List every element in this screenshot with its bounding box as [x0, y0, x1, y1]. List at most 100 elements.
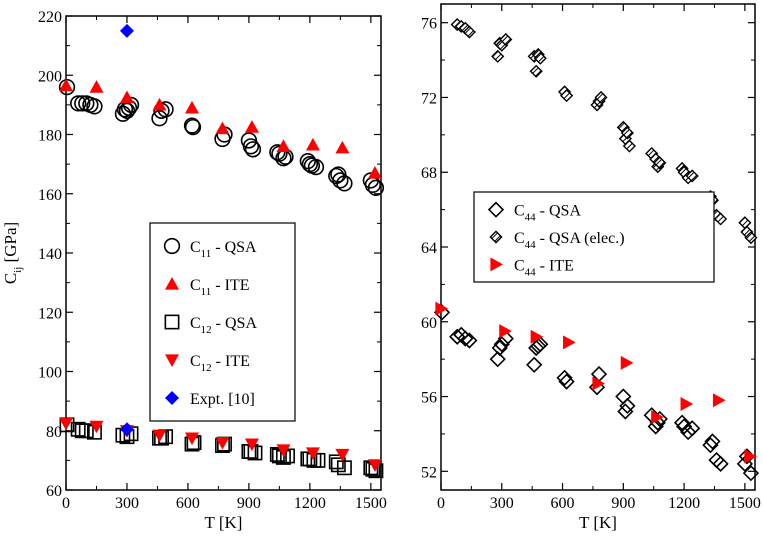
series-right-0 — [433, 304, 760, 482]
chart-panel-right: 0 300 600 900 1200 1500 52 56 60 64 68 72 76 T [K] C44… — [421, 3, 761, 532]
data-point — [526, 356, 543, 373]
legend-entry: C12 - QSA — [190, 315, 257, 336]
data-point — [89, 80, 104, 93]
y-tick-label: 68 — [421, 165, 437, 182]
x-tick-label: 1200 — [294, 495, 326, 512]
legend-marker — [165, 391, 179, 405]
data-point — [58, 78, 76, 96]
legend-box — [473, 191, 715, 283]
data-point — [491, 49, 505, 63]
data-point — [680, 397, 694, 412]
data-point — [184, 118, 202, 136]
data-point — [215, 121, 230, 135]
data-point — [744, 449, 757, 464]
data-point — [86, 98, 103, 115]
data-point — [152, 97, 167, 111]
x-tick-label: 900 — [237, 495, 261, 512]
x-tick-label: 0 — [437, 495, 445, 512]
data-point — [620, 126, 634, 140]
legend-marker — [163, 237, 181, 255]
data-point — [713, 212, 728, 226]
data-point — [74, 95, 91, 112]
data-point — [680, 423, 697, 441]
data-point — [615, 388, 632, 405]
data-point — [242, 138, 260, 155]
y-tick-label: 200 — [38, 68, 62, 85]
legend-marker — [165, 277, 179, 290]
legend-marker — [165, 354, 179, 367]
legend-entry: C12 - ITE — [190, 353, 250, 374]
data-point — [119, 90, 134, 104]
series-left-4 — [119, 23, 134, 437]
data-point — [558, 373, 575, 390]
legend-entry: C44 - QSA — [514, 203, 581, 224]
data-point — [461, 332, 478, 349]
y-tick-label: 60 — [46, 483, 62, 500]
data-point — [742, 465, 760, 482]
data-point — [299, 153, 316, 170]
data-point — [653, 156, 667, 170]
data-point — [335, 140, 350, 154]
x-tick-label: 1200 — [668, 495, 700, 512]
data-point — [244, 438, 259, 452]
data-point — [244, 141, 262, 158]
data-point — [499, 32, 513, 47]
data-point — [336, 460, 352, 476]
data-point — [704, 433, 721, 450]
data-point — [532, 336, 549, 353]
data-point — [556, 369, 573, 386]
data-point — [336, 175, 353, 192]
x-tick-label: 900 — [611, 495, 635, 512]
data-point — [244, 120, 259, 133]
x-tick-label: 1500 — [729, 495, 761, 512]
data-point — [457, 330, 474, 347]
y-tick-label: 180 — [38, 128, 62, 145]
x-tick-label: 1500 — [355, 495, 387, 512]
legend-entry: C44 - ITE — [514, 257, 574, 278]
data-point — [499, 324, 512, 339]
y-tick-label: 140 — [38, 246, 62, 263]
data-point — [78, 423, 94, 439]
data-point — [305, 447, 320, 460]
x-axis-label: T [K] — [205, 513, 243, 532]
data-point — [59, 78, 73, 92]
data-point — [305, 137, 320, 151]
data-point — [310, 452, 326, 468]
chart-panel-left: 0 300 600 900 1200 1500 60 80 100 120 140 160 180 200… — [1, 9, 387, 532]
data-point — [367, 179, 385, 196]
data-point — [183, 117, 201, 134]
data-point — [594, 90, 608, 105]
data-point — [119, 422, 134, 437]
data-point — [185, 100, 199, 114]
data-point — [684, 420, 701, 437]
x-axis-label: T [K] — [579, 513, 617, 532]
series-left-1 — [59, 78, 382, 179]
data-point — [529, 64, 543, 78]
series-right-1 — [450, 17, 758, 245]
legend-left: C11 - QSA C11 - ITE C12 - QSA C12 - ITE Expt… — [149, 222, 296, 422]
series-right-2 — [435, 301, 757, 464]
data-point — [530, 329, 544, 344]
y-tick-label: 72 — [421, 90, 437, 107]
y-tick-label: 100 — [38, 365, 62, 382]
series-left-0 — [58, 78, 385, 196]
data-point — [592, 376, 605, 391]
data-point — [533, 51, 547, 65]
data-point — [493, 336, 510, 353]
data-point — [269, 144, 286, 161]
data-point — [619, 397, 636, 415]
data-point — [89, 420, 104, 434]
data-point — [70, 95, 87, 112]
y-tick-label: 220 — [38, 9, 62, 26]
x-tick-label: 600 — [176, 495, 200, 512]
data-point — [712, 455, 729, 472]
legend-marker — [164, 314, 180, 330]
y-tick-label: 160 — [38, 187, 62, 204]
series-left-2 — [59, 417, 384, 479]
series-left-3 — [59, 417, 382, 472]
legend-entry: C11 - ITE — [190, 277, 249, 298]
data-point — [332, 172, 349, 189]
data-point — [435, 301, 448, 316]
data-point — [215, 437, 230, 450]
data-point — [489, 351, 506, 368]
